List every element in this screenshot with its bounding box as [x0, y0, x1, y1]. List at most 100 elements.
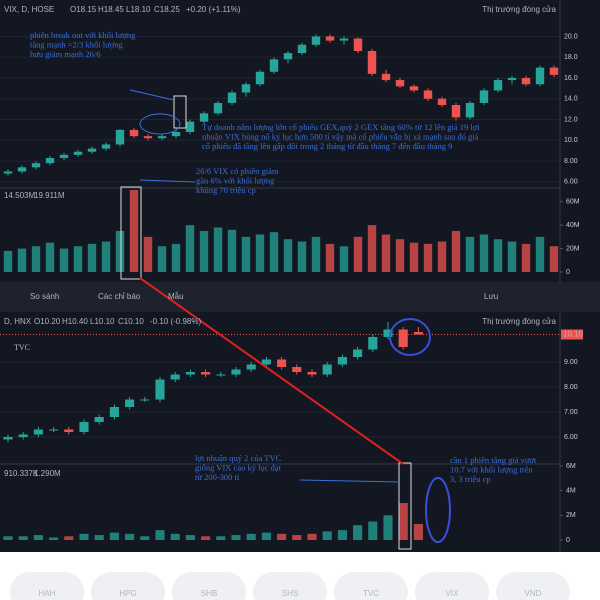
candle-body: [185, 121, 195, 132]
ticker-pill[interactable]: [415, 572, 489, 600]
volume-bar: [185, 225, 195, 272]
volume-bar: [549, 246, 559, 272]
vol-tick-label: 60M: [566, 199, 580, 206]
volume-bar: [255, 234, 265, 272]
volume-value: 1.290M: [34, 469, 61, 478]
candle-body: [109, 407, 119, 417]
candle-body: [269, 59, 279, 72]
volume-bar: [325, 243, 335, 272]
volume-bar: [413, 523, 423, 540]
volume-bar: [94, 535, 104, 540]
volume-bar: [311, 236, 321, 272]
candle-body: [292, 367, 302, 372]
candle-body: [325, 36, 335, 41]
candle-body: [64, 429, 74, 432]
candle-body: [3, 437, 13, 440]
toolbar-save[interactable]: Lưu: [484, 292, 498, 301]
chart-label: TVC: [14, 343, 30, 352]
candle-body: [3, 171, 13, 174]
ticker-pill[interactable]: [253, 572, 327, 600]
annotation: 26/6 VIX có phiên giảm: [196, 166, 279, 176]
vol-tick-label: 0: [566, 537, 570, 544]
candle-body: [297, 44, 307, 54]
last-price-tag: [561, 329, 583, 340]
volume-bar: [227, 229, 237, 272]
volume-bar: [337, 530, 347, 540]
volume-bar: [493, 239, 503, 272]
toolbar-item[interactable]: Các chỉ báo: [98, 292, 141, 301]
volume-bar: [353, 525, 363, 540]
highlight-ellipse: [425, 477, 451, 543]
candle-body: [79, 422, 89, 432]
ohlc-value: H18.45: [98, 5, 124, 14]
candle-body: [368, 337, 378, 350]
ohlc-value: L10.10: [90, 317, 115, 326]
pointer-line: [299, 479, 400, 483]
volume-bar: [129, 190, 139, 272]
volume-bar: [277, 533, 287, 540]
volume-bar: [143, 236, 153, 272]
symbol: VIX, D, HOSE: [4, 5, 54, 14]
toolbar-item[interactable]: Mẫu: [168, 292, 184, 301]
volume-bar: [87, 243, 97, 272]
candle-body: [246, 364, 256, 370]
candle-body: [507, 78, 517, 81]
ticker-pill[interactable]: [91, 572, 165, 600]
volume-bar: [33, 535, 43, 540]
candle-body: [479, 90, 489, 103]
candle-body: [383, 329, 393, 337]
candle-body: [255, 71, 265, 85]
volume-bar: [339, 246, 349, 272]
candle-body: [73, 151, 83, 155]
ohlc-value: C18.25: [154, 5, 180, 14]
ticker-label[interactable]: VIX: [446, 589, 460, 598]
candle-body: [33, 429, 43, 435]
candle-body: [185, 372, 195, 375]
ticker-label[interactable]: SHB: [201, 589, 217, 598]
candle-body: [311, 36, 321, 45]
volume-bar: [73, 246, 83, 272]
candle-body: [216, 374, 226, 376]
ohlc-value: L18.10: [126, 5, 151, 14]
candle-body: [227, 92, 237, 103]
candle-body: [94, 417, 104, 422]
y-tick-label: 6.00: [564, 434, 578, 441]
ticker-label[interactable]: VND: [525, 589, 542, 598]
ticker-pill[interactable]: [172, 572, 246, 600]
volume-bar: [49, 537, 59, 540]
volume-bar: [409, 242, 419, 272]
candle-body: [261, 359, 271, 365]
ticker-label[interactable]: HPG: [119, 589, 136, 598]
candle-body: [17, 167, 27, 172]
candle-body: [231, 369, 241, 375]
candle-body: [157, 136, 167, 139]
ticker-pill[interactable]: [10, 572, 84, 600]
volume-bar: [170, 533, 180, 540]
volume-bar: [307, 533, 317, 540]
toolbar-item[interactable]: So sánh: [30, 292, 59, 301]
annotation: gần 6% với khối lượng: [196, 175, 275, 185]
volume-bar: [353, 236, 363, 272]
y-tick-label: 14.0: [564, 96, 578, 103]
ohlc-value: O10.20: [34, 317, 61, 326]
volume-bar: [101, 241, 111, 272]
ticker-label[interactable]: TVC: [363, 589, 379, 598]
volume-bar: [59, 248, 69, 272]
candle-body: [241, 84, 251, 93]
candle-body: [423, 90, 433, 99]
ticker-label[interactable]: HAH: [39, 589, 56, 598]
ticker-pill[interactable]: [334, 572, 408, 600]
volume-bar: [383, 515, 393, 540]
volume-bar: [398, 503, 408, 540]
volume-bar: [31, 246, 41, 272]
candle-body: [101, 144, 111, 149]
volume-bar: [479, 234, 489, 272]
volume-bar: [171, 243, 181, 272]
candle-body: [87, 148, 97, 152]
ticker-pill[interactable]: [496, 572, 570, 600]
highlight-box: [398, 462, 412, 550]
symbol: D, HNX: [4, 317, 32, 326]
ticker-label[interactable]: SHS: [282, 589, 298, 598]
vol-tick-label: 6M: [566, 463, 576, 470]
